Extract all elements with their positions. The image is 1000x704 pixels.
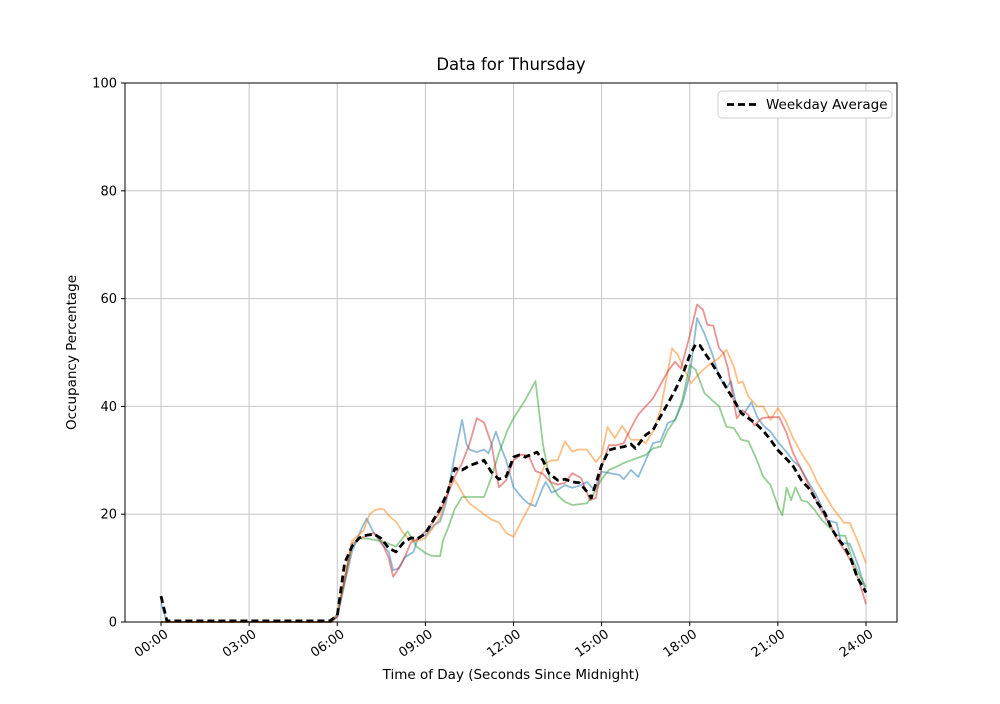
x-tick-label: 09:00: [396, 627, 435, 661]
x-tick-label: 12:00: [484, 627, 523, 661]
y-tick-label: 100: [92, 77, 117, 92]
axis-tick-labels: 00:00 03:00 06:00 09:00 12:00 15:00 18:00 21:00…: [92, 77, 876, 661]
x-tick-label: 00:00: [132, 627, 171, 661]
legend-box: [717, 90, 893, 119]
y-tick-label: 0: [109, 616, 117, 631]
x-axis-label: Time of Day (Seconds Since Midnight): [382, 667, 640, 683]
axis-ticks: [121, 82, 867, 626]
legend-label: Weekday Average: [766, 97, 888, 113]
x-tick-label: 18:00: [661, 627, 700, 661]
chart-title: Data for Thursday: [436, 55, 586, 74]
plot-border: [124, 82, 898, 623]
x-tick-label: 21:00: [749, 627, 788, 661]
y-axis-label: Occupancy Percentage: [64, 275, 80, 430]
x-tick-label: 24:00: [837, 627, 876, 661]
y-tick-label: 80: [100, 184, 117, 199]
x-tick-label: 06:00: [308, 627, 347, 661]
y-tick-label: 40: [100, 400, 117, 415]
series-line-weekday-series-4: [161, 303, 867, 623]
chart-series: [159, 303, 868, 623]
series-line-weekday-series-3: [161, 363, 867, 623]
weekday-average-line: [159, 342, 868, 623]
legend: Weekday Average: [717, 90, 893, 119]
y-tick-label: 20: [100, 508, 117, 523]
y-tick-label: 60: [100, 292, 117, 307]
x-tick-label: 15:00: [573, 627, 612, 661]
x-tick-label: 03:00: [220, 627, 259, 661]
chart-grid: [125, 83, 897, 622]
